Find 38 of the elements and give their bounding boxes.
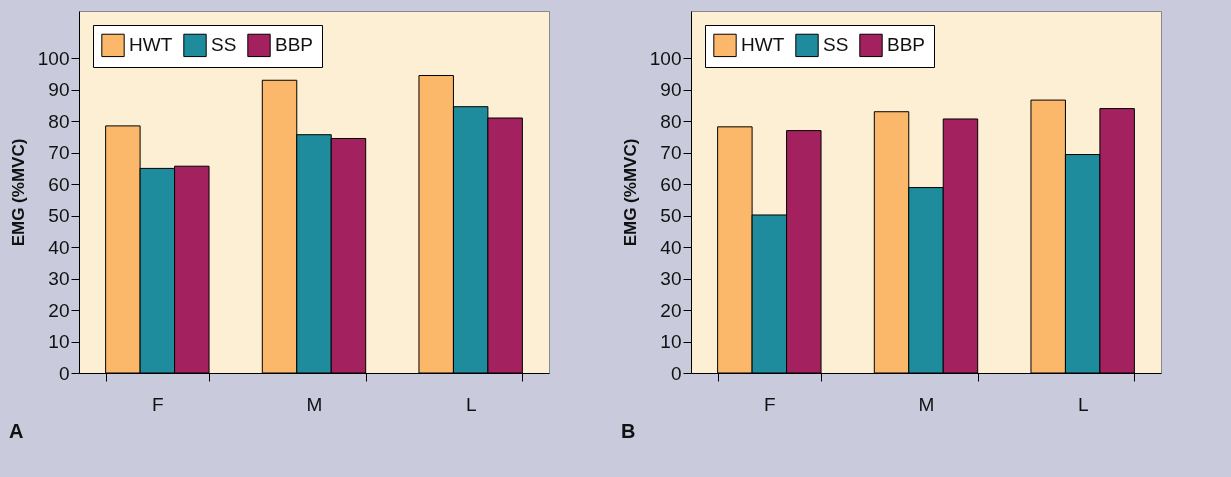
legend-label: SS — [823, 34, 849, 56]
y-tick-label: 70 — [660, 142, 682, 164]
y-tick-label: 0 — [670, 362, 682, 384]
y-tick-label: 20 — [660, 299, 682, 321]
y-tick-label: 90 — [48, 79, 70, 101]
y-tick-label: 60 — [48, 173, 70, 195]
x-tick-label: M — [918, 393, 935, 415]
x-tick-label: L — [465, 393, 477, 415]
text: A — [9, 420, 24, 442]
legend-label: HWT — [741, 34, 785, 56]
y-axis-title: EMG (%MVC) — [8, 138, 28, 247]
y-tick-label: 0 — [58, 362, 70, 384]
y-tick-label: 30 — [48, 268, 70, 290]
y-tick-label: 40 — [48, 236, 70, 258]
y-tick-label: 90 — [660, 79, 682, 101]
y-tick-label: 10 — [48, 331, 70, 353]
y-tick-label: 50 — [660, 205, 682, 227]
legend-label: BBP — [275, 34, 314, 56]
y-tick-label: 40 — [660, 236, 682, 258]
y-tick-label: 80 — [48, 110, 70, 132]
y-tick-label: 30 — [660, 268, 682, 290]
text: B — [621, 420, 636, 442]
x-tick-label: F — [764, 393, 776, 415]
y-tick-label: 50 — [48, 205, 70, 227]
y-tick-label: 10 — [660, 331, 682, 353]
y-tick-label: 70 — [48, 142, 70, 164]
y-tick-label: 100 — [37, 47, 70, 69]
y-tick-label: 60 — [660, 173, 682, 195]
y-tick-label: 20 — [48, 299, 70, 321]
x-tick-label: L — [1077, 393, 1089, 415]
y-tick-label: 100 — [649, 47, 682, 69]
legend-label: SS — [211, 34, 237, 56]
legend-label: BBP — [887, 34, 926, 56]
x-tick-label: F — [152, 393, 164, 415]
y-axis-title: EMG (%MVC) — [620, 138, 640, 247]
y-tick-label: 80 — [660, 110, 682, 132]
x-tick-label: M — [306, 393, 323, 415]
legend-label: HWT — [129, 34, 173, 56]
